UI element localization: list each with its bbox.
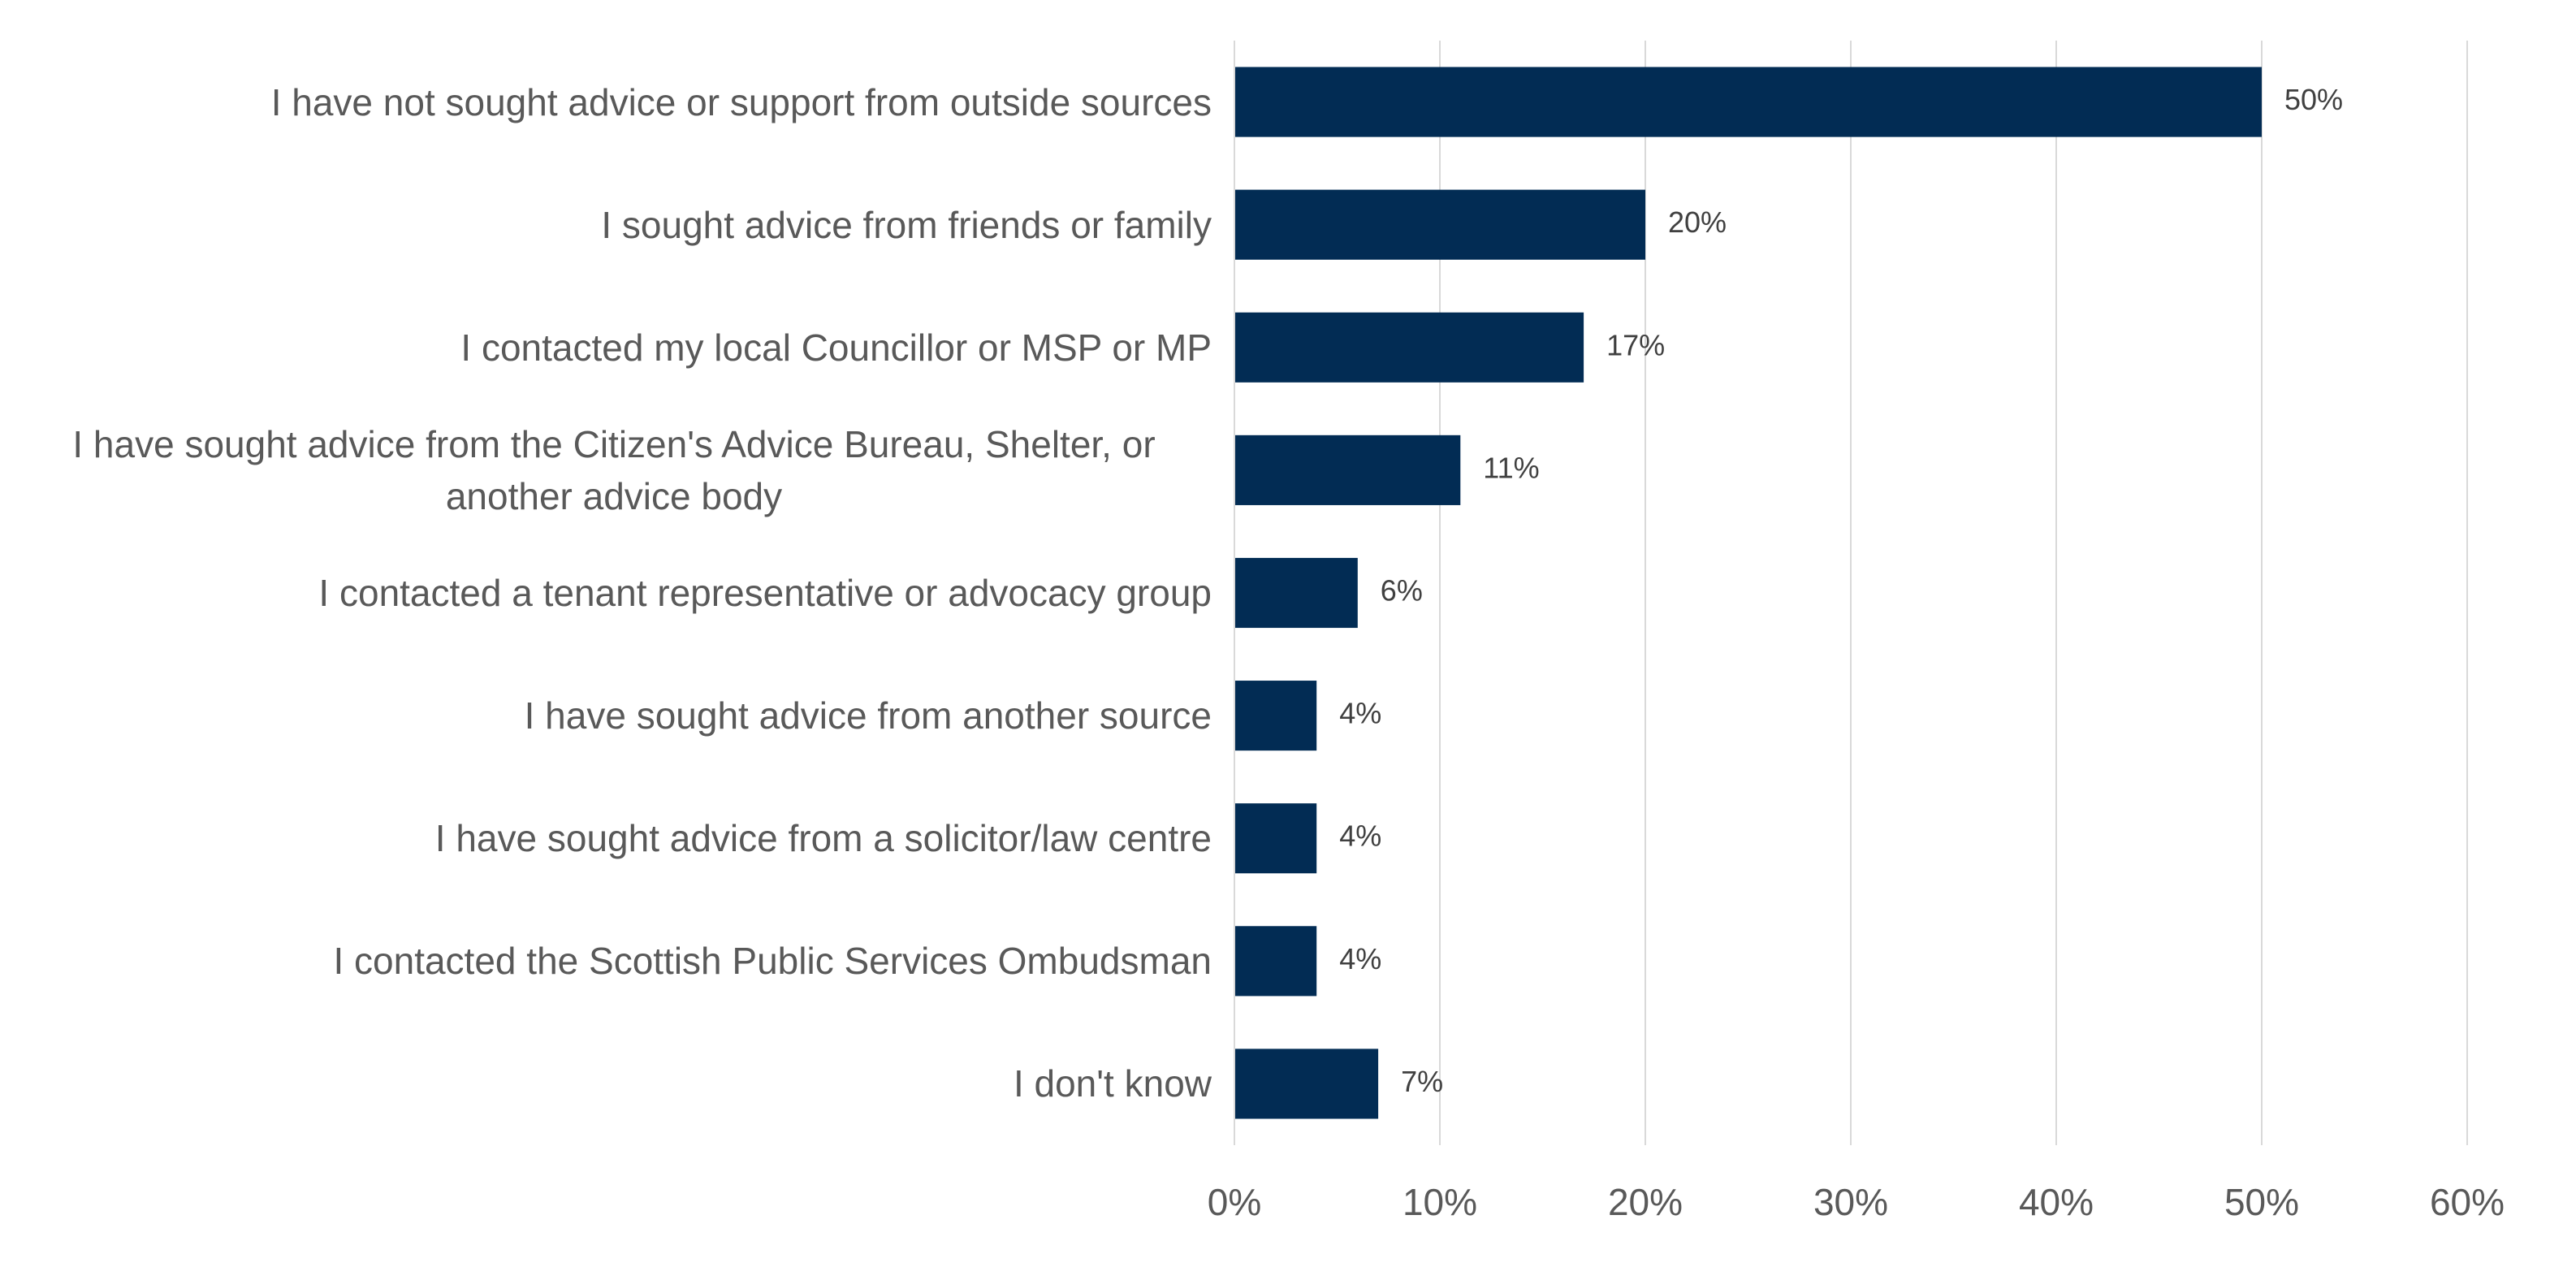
bar bbox=[1234, 435, 1461, 505]
category-label: I have sought advice from a solicitor/la… bbox=[16, 812, 1212, 864]
category-text: I have sought advice from another source bbox=[524, 694, 1212, 737]
x-tick-label: 30% bbox=[1813, 1181, 1888, 1223]
category-text: I contacted a tenant representative or a… bbox=[318, 572, 1212, 614]
category-text: I don't know bbox=[1013, 1062, 1212, 1105]
category-text: I have sought advice from the Citizen's … bbox=[72, 422, 1156, 517]
bar bbox=[1234, 67, 2262, 137]
category-label: I contacted the Scottish Public Services… bbox=[16, 935, 1212, 987]
x-tick-label: 40% bbox=[2019, 1181, 2094, 1223]
category-text: I have sought advice from a solicitor/la… bbox=[434, 817, 1212, 860]
x-tick-label: 10% bbox=[1403, 1181, 1477, 1223]
category-text: I contacted my local Councillor or MSP o… bbox=[460, 326, 1212, 369]
category-label: I have not sought advice or support from… bbox=[16, 76, 1212, 128]
value-label: 11% bbox=[1483, 451, 1539, 484]
category-label: I don't know bbox=[16, 1057, 1212, 1109]
category-label: I contacted a tenant representative or a… bbox=[16, 567, 1212, 619]
bar bbox=[1234, 681, 1317, 751]
bar bbox=[1234, 803, 1317, 874]
value-label: 20% bbox=[1668, 205, 1727, 239]
value-label: 7% bbox=[1401, 1065, 1443, 1098]
category-label: I contacted my local Councillor or MSP o… bbox=[16, 322, 1212, 374]
bar bbox=[1234, 1049, 1379, 1119]
bar bbox=[1234, 189, 1645, 260]
category-label: I sought advice from friends or family bbox=[16, 199, 1212, 251]
category-label: I have sought advice from the Citizen's … bbox=[16, 418, 1212, 522]
bar bbox=[1234, 312, 1584, 383]
bar bbox=[1234, 926, 1317, 997]
category-text: I contacted the Scottish Public Services… bbox=[333, 940, 1212, 983]
value-label: 4% bbox=[1339, 819, 1381, 853]
category-text: I have not sought advice or support from… bbox=[270, 80, 1212, 123]
category-label: I have sought advice from another source bbox=[16, 690, 1212, 742]
x-tick-label: 50% bbox=[2224, 1181, 2299, 1223]
x-tick-label: 0% bbox=[1208, 1181, 1261, 1223]
value-label: 50% bbox=[2284, 83, 2343, 116]
value-label: 6% bbox=[1381, 574, 1423, 608]
value-label: 4% bbox=[1339, 942, 1381, 975]
value-label: 4% bbox=[1339, 697, 1381, 730]
x-tick-label: 20% bbox=[1608, 1181, 1683, 1223]
x-tick-label: 60% bbox=[2430, 1181, 2505, 1223]
bar bbox=[1234, 557, 1358, 629]
value-label: 17% bbox=[1606, 328, 1665, 361]
category-text: I sought advice from friends or family bbox=[601, 203, 1212, 246]
